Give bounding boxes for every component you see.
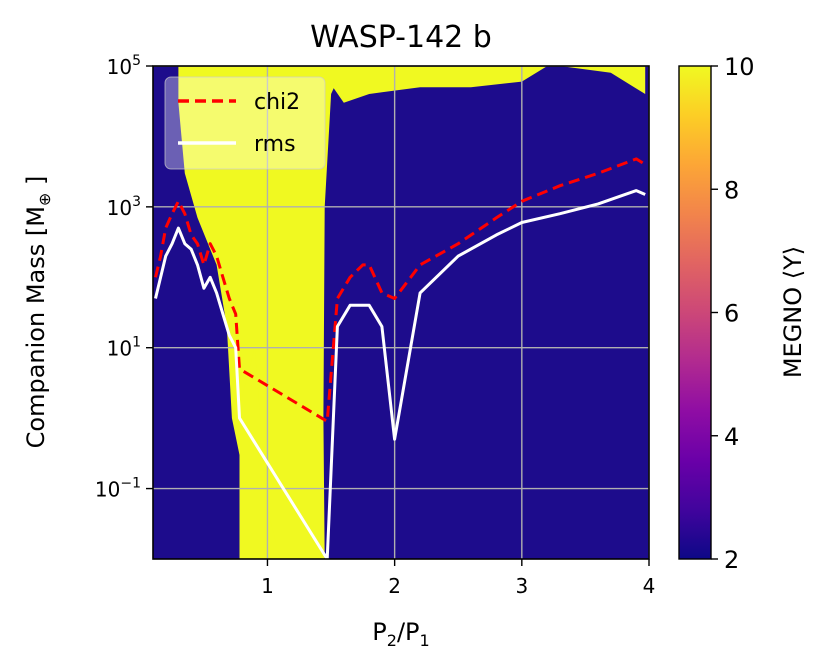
cbar-tick-label-2: 2 [724, 546, 739, 574]
series-lines [154, 157, 646, 559]
x-tick-label-4: 4 [643, 574, 656, 598]
x-tick-label-3: 3 [515, 574, 528, 598]
y-tick-label-5: 105 [107, 53, 141, 79]
legend-box [164, 76, 326, 170]
x-tick-label-2: 2 [388, 574, 401, 598]
legend-chi2-label: chi2 [254, 90, 300, 115]
colorbar-ticks: 2 4 6 8 10 [711, 53, 755, 574]
cbar-tick-label-10: 10 [724, 53, 755, 81]
x-axis-label: P2/P1 [372, 618, 429, 650]
y-tick-label-1: 101 [107, 335, 141, 361]
series-chi2-line [154, 157, 646, 423]
heatmap-area [153, 66, 649, 559]
y-tick-label-−1: 10−1 [95, 476, 141, 502]
colorbar: 2 4 6 8 10 MEGNO ⟨Y⟩ [678, 53, 807, 574]
y-tick-label-3: 103 [107, 194, 141, 220]
chaotic-region-2 [178, 66, 548, 103]
legend: chi2 rms [164, 76, 326, 170]
legend-rms-label: rms [254, 132, 296, 157]
chart-title: WASP-142 b [310, 20, 492, 55]
colorbar-label: MEGNO ⟨Y⟩ [779, 246, 807, 378]
x-ticks: 1 2 3 4 [261, 559, 655, 598]
plot-frame [152, 65, 650, 560]
chaotic-region-3 [560, 66, 646, 94]
colorbar-gradient [678, 65, 712, 560]
cbar-tick-label-4: 4 [724, 423, 739, 451]
cbar-tick-label-8: 8 [724, 176, 739, 204]
series-rms-line [154, 189, 646, 559]
y-ticks: 10−1 101 103 105 [95, 53, 153, 502]
cbar-tick-label-6: 6 [724, 300, 739, 328]
y-axis-label: Companion Mass [M⊕ ] [22, 176, 54, 449]
grid [153, 66, 649, 559]
chaotic-region-0 [178, 66, 344, 559]
x-tick-label-1: 1 [261, 574, 274, 598]
